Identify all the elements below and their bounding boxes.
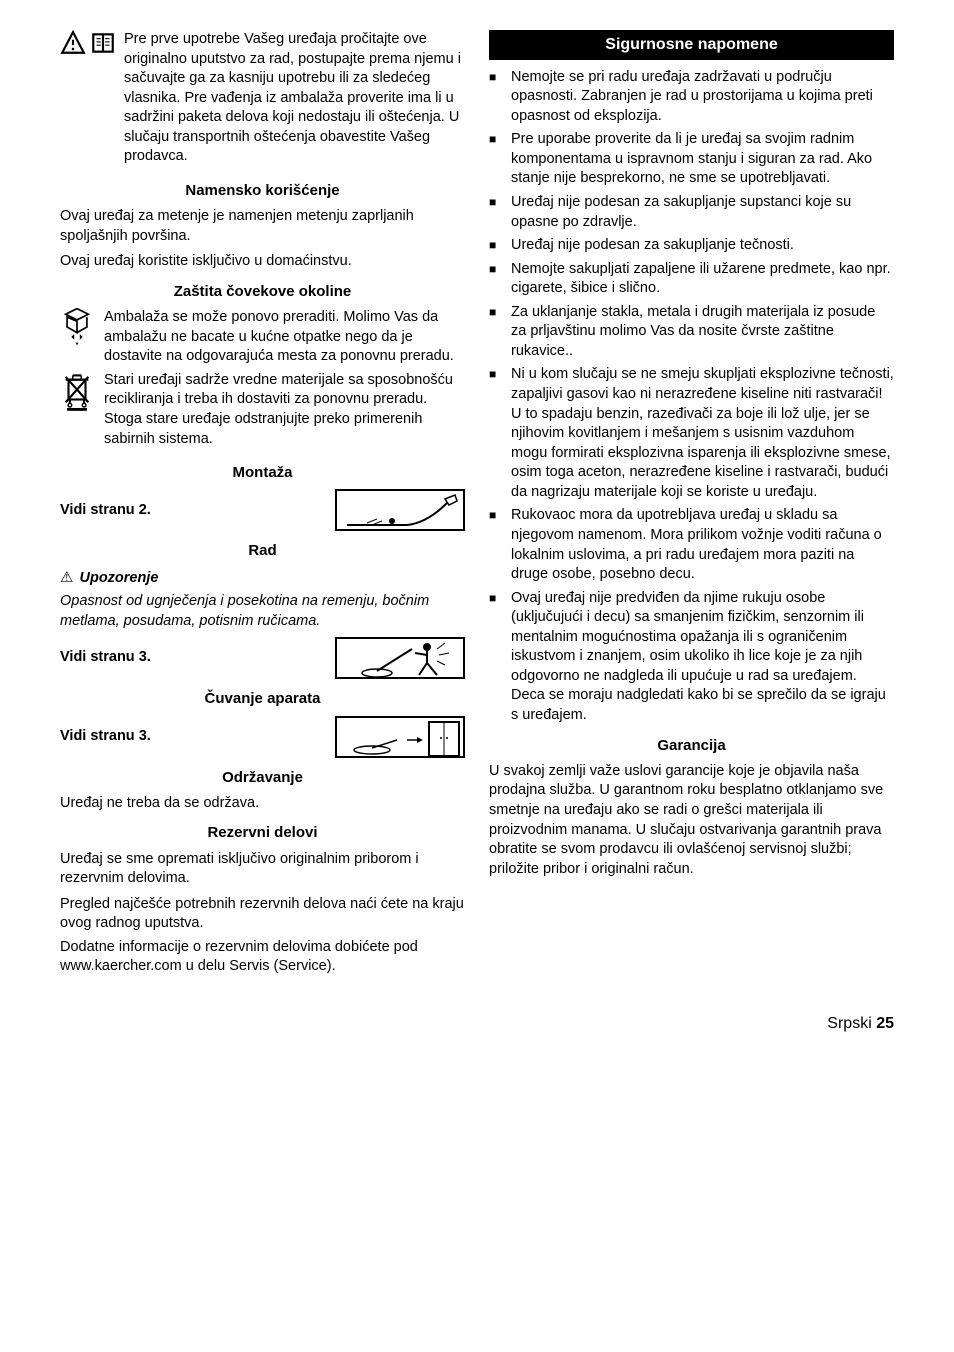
upozorenje-label: Upozorenje [79,570,158,586]
zastita-p2: Stari uređaji sadrže vredne materijale s… [104,371,465,449]
heading-sigurnosne: Sigurnosne napomene [489,30,894,60]
zastita-p1: Ambalaža se može ponovo preraditi. Molim… [104,308,465,367]
safety-item: Nemojte se pri radu uređaja zadržavati u… [489,68,894,127]
see-page-2: Vidi stranu 2. [60,501,151,521]
montaza-ref: Vidi stranu 2. [60,489,465,531]
heading-garancija: Garancija [489,736,894,756]
intro-text: Pre prve upotrebe Vašeg uređaja pročitaj… [124,30,465,167]
warning-triangle-icon: ⚠ [60,569,73,586]
warning-manual-icon [60,30,116,56]
rad-ref: Vidi stranu 3. [60,637,465,679]
montaza-thumb-icon [335,489,465,531]
odrzavanje-p1: Uređaj ne treba da se održava. [60,794,465,814]
see-page-3-rad: Vidi stranu 3. [60,648,151,668]
heading-odrzavanje: Održavanje [60,768,465,788]
safety-item: Uređaj nije podesan za sakupljanje supst… [489,193,894,232]
heading-cuvanje: Čuvanje aparata [60,689,465,709]
upozorenje-body: Opasnost od ugnječenja i posekotina na r… [60,592,465,631]
rezervni-p2: Pregled najčešće potrebnih rezervnih del… [60,895,465,934]
safety-item: Rukovaoc mora da upotrebljava uređaj u s… [489,506,894,584]
footer-lang: Srpski [827,1015,871,1032]
cuvanje-ref: Vidi stranu 3. [60,716,465,758]
rad-thumb-icon [335,637,465,679]
intro-block: Pre prve upotrebe Vašeg uređaja pročitaj… [60,30,465,171]
safety-list: Nemojte se pri radu uređaja zadržavati u… [489,68,894,726]
safety-item: Uređaj nije podesan za sakupljanje tečno… [489,236,894,256]
safety-item: Nemojte sakupljati zapaljene ili užarene… [489,260,894,299]
heading-montaza: Montaža [60,463,465,483]
safety-item: Pre uporabe proverite da li je uređaj sa… [489,130,894,189]
right-column: Sigurnosne napomene Nemojte se pri radu … [489,30,894,983]
namensko-p2: Ovaj uređaj koristite isključivo u domać… [60,252,465,272]
cuvanje-thumb-icon [335,716,465,758]
safety-item: Ovaj uređaj nije predviđen da njime ruku… [489,589,894,726]
page-footer: Srpski 25 [60,1013,894,1035]
footer-page: 25 [876,1015,894,1032]
heading-rezervni: Rezervni delovi [60,823,465,843]
recycle-block: Ambalaža se može ponovo preraditi. Molim… [60,308,465,371]
weee-bin-icon [60,371,96,411]
upozorenje-title: ⚠ Upozorenje [60,568,465,589]
heading-rad: Rad [60,541,465,561]
weee-block: Stari uređaji sadrže vredne materijale s… [60,371,465,453]
heading-namensko: Namensko korišćenje [60,181,465,201]
rezervni-p3: Dodatne informacije o rezervnim delovima… [60,938,465,977]
safety-item: Ni u kom slučaju se ne smeju skupljati e… [489,365,894,502]
left-column: Pre prve upotrebe Vašeg uređaja pročitaj… [60,30,465,983]
garancija-p1: U svakoj zemlji važe uslovi garancije ko… [489,762,894,879]
heading-zastita: Zaštita čovekove okoline [60,282,465,302]
safety-item: Za uklanjanje stakla, metala i drugih ma… [489,303,894,362]
rezervni-p1: Uređaj se sme opremati isključivo origin… [60,850,465,889]
recycle-icon [60,308,96,346]
namensko-p1: Ovaj uređaj za metenje je namenjen meten… [60,207,465,246]
see-page-3-cuvanje: Vidi stranu 3. [60,727,151,747]
